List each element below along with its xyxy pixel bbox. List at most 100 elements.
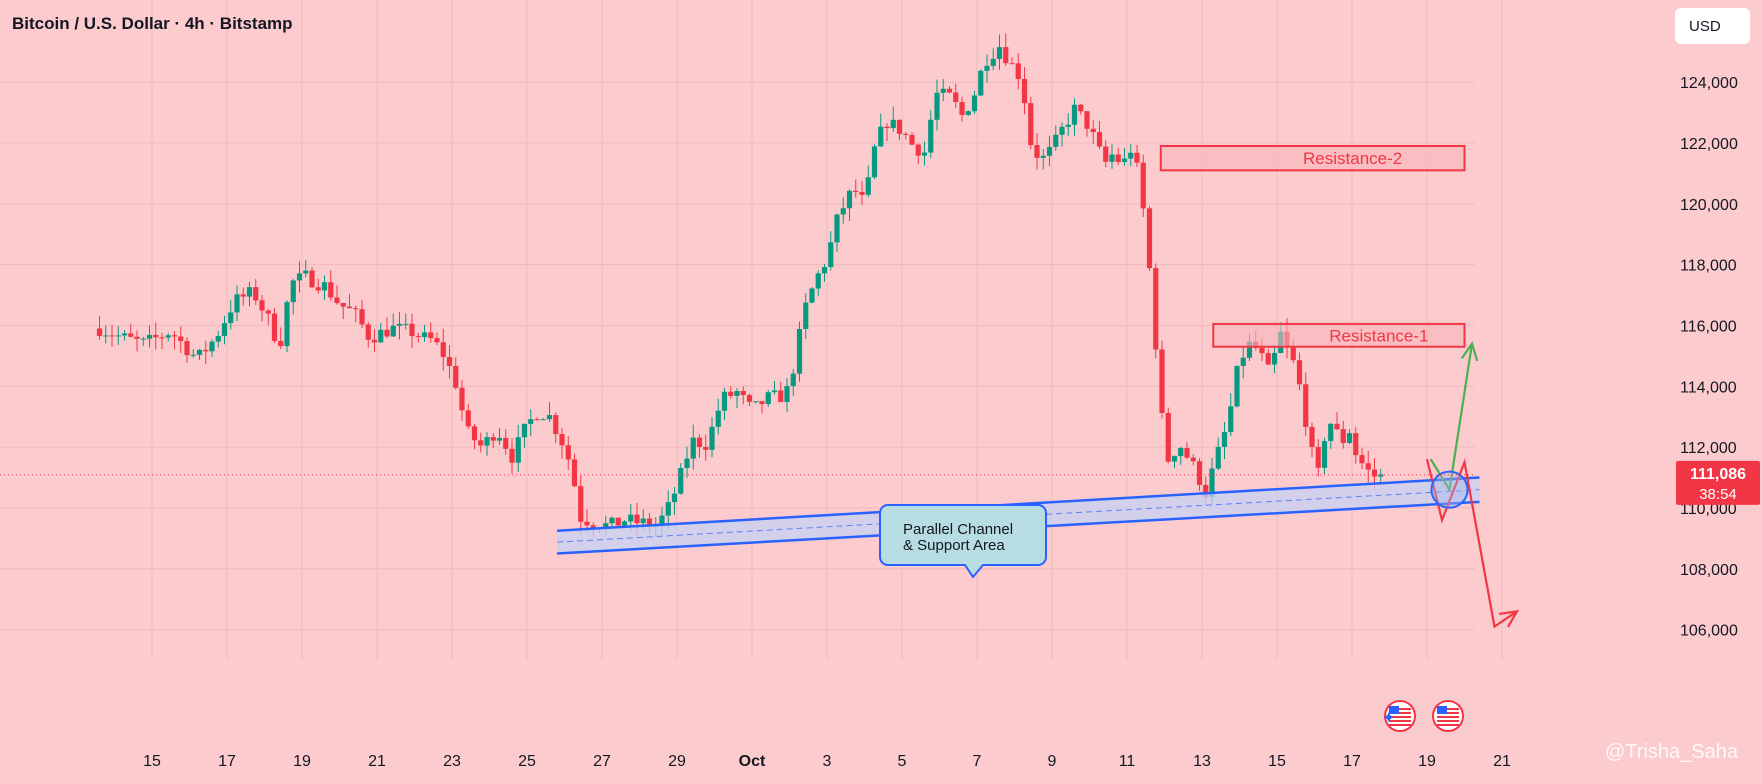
callout-box (879, 504, 1047, 579)
y-tick-label: 118,000 (1680, 258, 1737, 275)
flag-stripe (1389, 720, 1411, 722)
candle-down (590, 525, 596, 529)
x-tick-label: 11 (1119, 753, 1136, 770)
candle-up (671, 493, 678, 503)
bullish-arrow (1429, 343, 1474, 493)
candle-up (1346, 433, 1353, 443)
x-tick-label: 19 (293, 753, 311, 770)
candle-up (990, 58, 996, 66)
candle-up (403, 323, 409, 325)
x-axis: 15 17 19 21 23 25 27 29 Oct 3 5 7 9 11 13 15 17 19 21 (143, 753, 1511, 770)
candle-up (1171, 456, 1178, 462)
candle-up (1240, 357, 1246, 366)
candle-down (340, 303, 346, 307)
candle-down (1153, 268, 1159, 350)
candle-up (784, 386, 790, 403)
candle-up (546, 415, 553, 420)
candle-up (659, 515, 665, 525)
candle-up (1071, 104, 1078, 125)
candle-down (946, 88, 953, 93)
candle-up (934, 92, 940, 120)
candle-down (465, 410, 471, 427)
candle-up (815, 273, 821, 289)
current-price-label: 111,086 (1690, 466, 1746, 483)
candle-up (1040, 155, 1046, 158)
candle-down (96, 328, 103, 337)
candle-down (265, 310, 271, 314)
candle-up (709, 426, 715, 450)
callout-text-line1: Parallel Channel (903, 521, 1013, 538)
candle-up (290, 280, 296, 303)
x-tick-label: Oct (739, 753, 766, 770)
candle-up (390, 325, 396, 337)
candle-down (178, 336, 184, 342)
candle-up (246, 287, 253, 297)
flag-stripe (1437, 712, 1459, 714)
resistance-2-label: Resistance-2 (1303, 149, 1402, 168)
x-tick-label: 15 (143, 753, 161, 770)
resistance-1-box (1212, 322, 1466, 348)
candle-down (1259, 347, 1265, 354)
candle-up (803, 302, 809, 329)
candle-down (728, 391, 734, 396)
candle-up (221, 323, 228, 337)
candle-up (165, 335, 171, 338)
candle-up (971, 95, 978, 112)
candle-up (228, 312, 234, 324)
x-tick-label: 27 (593, 753, 611, 770)
x-tick-label: 17 (1343, 753, 1361, 770)
bullish-arrow-head (1460, 341, 1479, 362)
y-tick-label: 124,000 (1680, 75, 1738, 92)
candle-down (203, 349, 209, 352)
flag-stripe (1389, 716, 1411, 718)
flag-stripe (1437, 720, 1459, 722)
flag-canton (1437, 706, 1447, 714)
candle-up (865, 177, 871, 195)
candle-down (134, 336, 140, 339)
resistance-2-box (1159, 144, 1466, 172)
candle-up (234, 294, 240, 313)
candle-down (615, 517, 621, 526)
candle-up (928, 119, 934, 153)
candle-down (471, 426, 478, 441)
candle-up (121, 333, 128, 336)
candle-up (996, 47, 1003, 59)
candle-down (1296, 360, 1303, 385)
candle-down (153, 334, 159, 338)
candle-down (1159, 349, 1165, 414)
candle-up (1065, 124, 1071, 127)
y-tick-label: 116,000 (1680, 318, 1737, 335)
y-tick-label: 112,000 (1680, 440, 1737, 457)
candle-down (1365, 463, 1371, 470)
bearish-arrow (1425, 458, 1518, 629)
candle-down (909, 134, 915, 145)
flag-stripe (1389, 712, 1411, 714)
candle-up (115, 335, 121, 337)
candle-down (446, 357, 453, 367)
flag-canton (1389, 706, 1399, 714)
candle-up (715, 410, 721, 427)
candle-up (540, 419, 546, 421)
candle-down (1265, 353, 1271, 365)
candle-up (1246, 341, 1253, 358)
x-tick-label: 9 (1048, 753, 1057, 770)
candle-up (621, 521, 628, 526)
candle-up (1109, 154, 1115, 162)
x-tick-label: 25 (518, 753, 536, 770)
candle-up (678, 468, 684, 494)
candle-up (303, 270, 309, 274)
candle-down (1115, 154, 1121, 162)
candle-up (215, 336, 221, 342)
candle-up (1328, 423, 1334, 442)
candle-up (984, 65, 990, 71)
currency-button[interactable]: USD (1675, 8, 1750, 44)
candle-up (684, 458, 690, 469)
candle-up (809, 288, 815, 303)
candle-up (196, 349, 203, 355)
candle-up (528, 419, 534, 424)
candle-up (796, 328, 803, 374)
candle-down (440, 342, 446, 358)
flag-stripe (1437, 708, 1459, 710)
